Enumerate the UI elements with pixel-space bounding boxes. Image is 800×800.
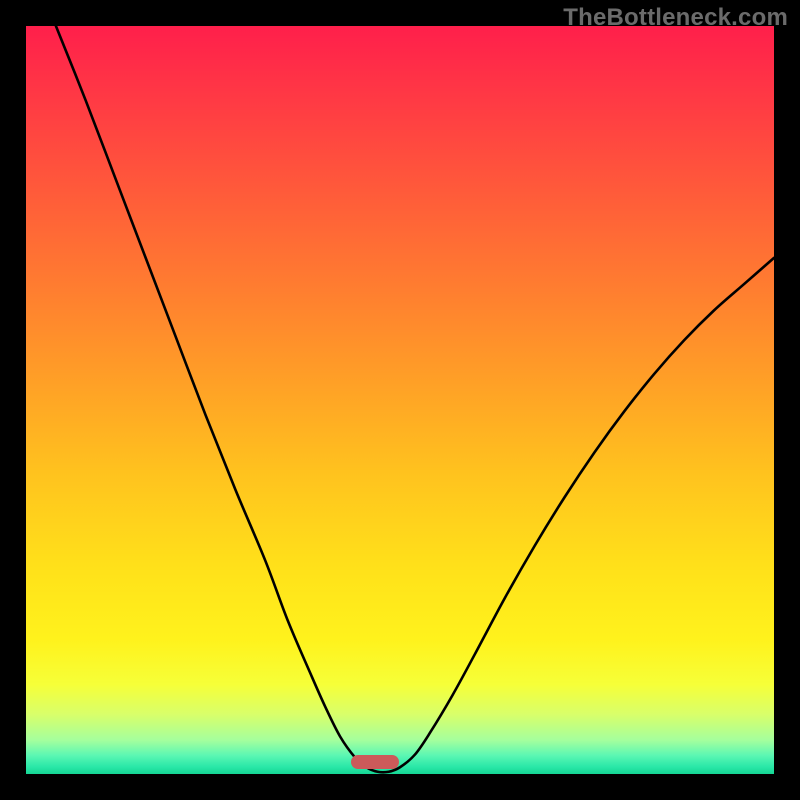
optimal-marker — [351, 755, 399, 769]
bottleneck-curve — [26, 26, 774, 774]
plot-area — [26, 26, 774, 774]
watermark-text: TheBottleneck.com — [563, 4, 788, 32]
chart-frame: TheBottleneck.com — [0, 0, 800, 800]
